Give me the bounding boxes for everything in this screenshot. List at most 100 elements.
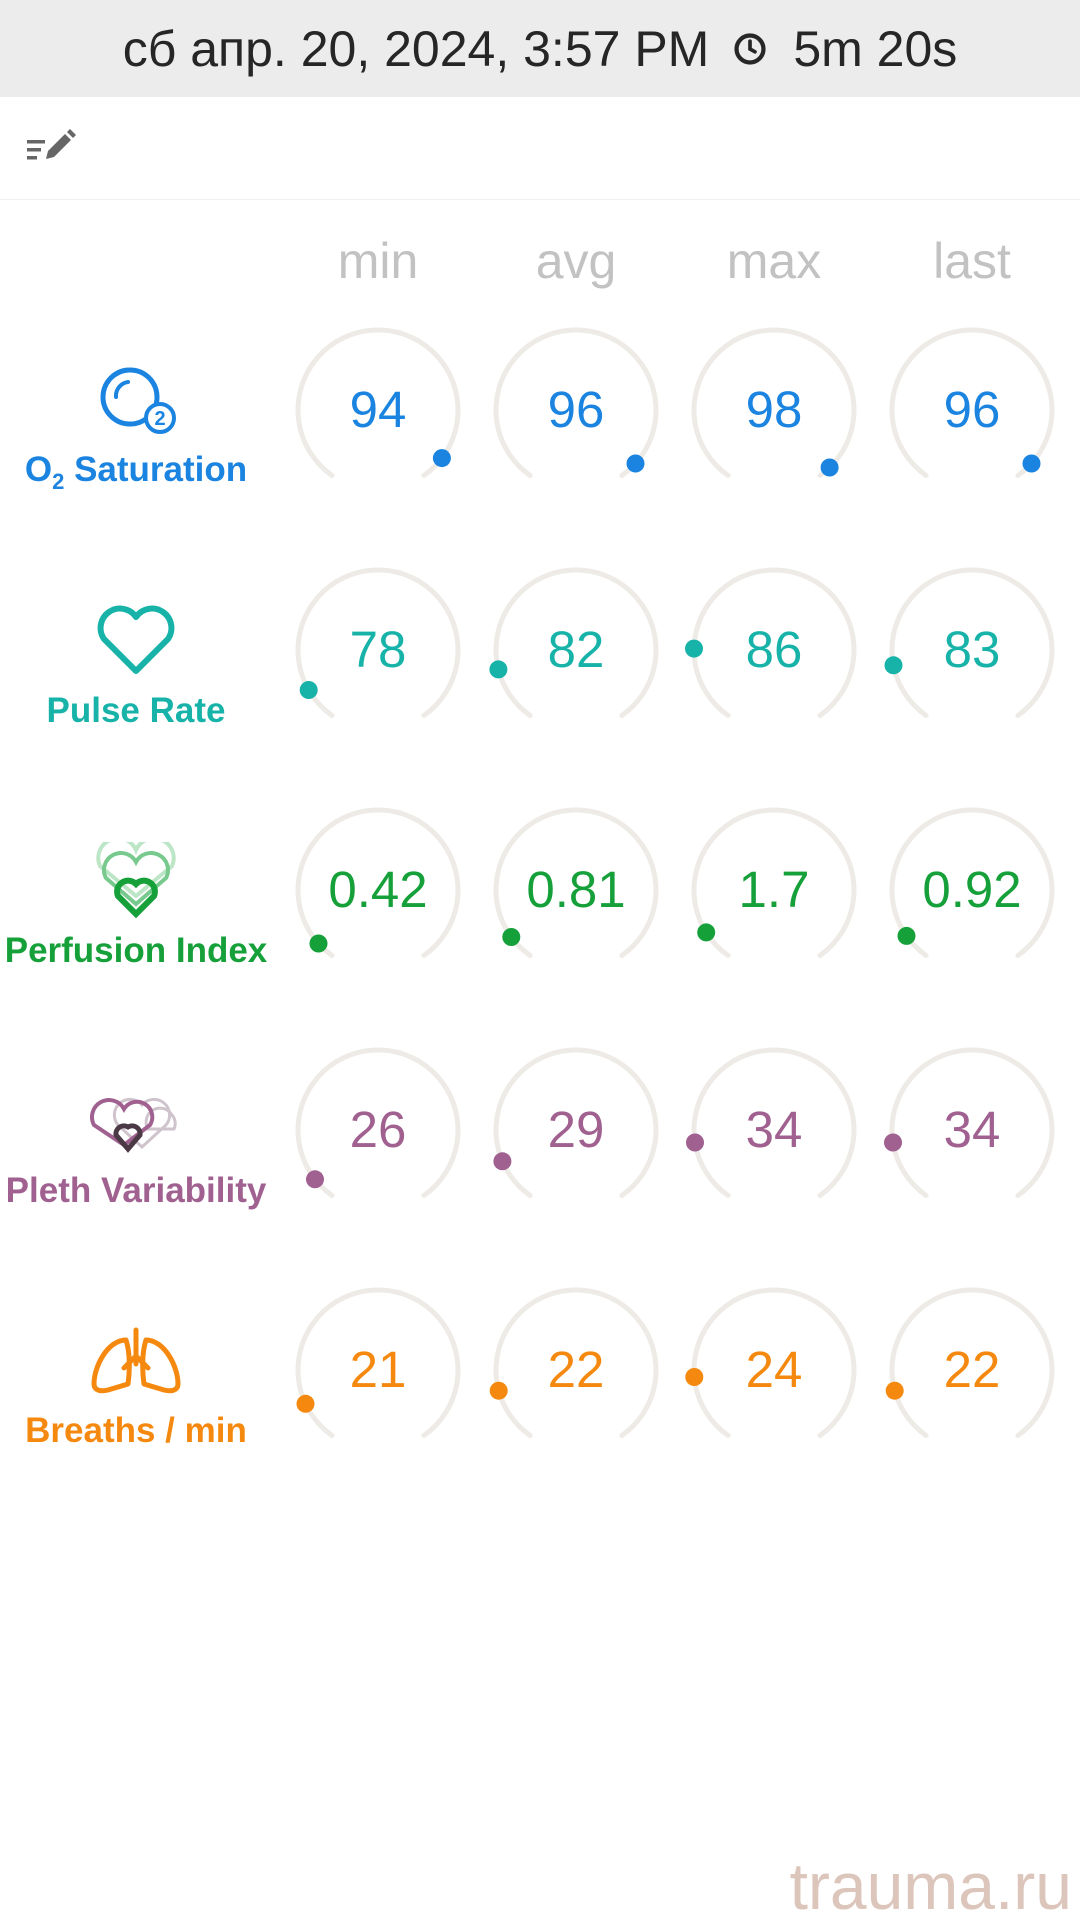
pulse-rate-label: Pulse Rate (46, 691, 226, 730)
clock-icon (734, 32, 766, 65)
perfusion-max-gauge: 1.7 (684, 802, 864, 962)
perfusion-avg-gauge: 0.81 (486, 802, 666, 962)
gauge-arc (489, 1287, 659, 1438)
perfusion-last-gauge: 0.92 (882, 802, 1062, 962)
gauge-arc (691, 807, 857, 958)
gauge-value: 96 (943, 381, 1001, 438)
gauge-arc (884, 1047, 1055, 1198)
gauge-indicator-dot (309, 934, 328, 953)
gauge-indicator-dot (626, 454, 645, 473)
gauge-indicator-dot (306, 1170, 324, 1189)
gauge-value: 82 (547, 621, 605, 678)
gauge-arc (295, 1287, 461, 1438)
gauge-indicator-dot (697, 923, 716, 942)
gauge-indicator-dot (884, 1133, 902, 1152)
perfusion-min-gauge: 0.42 (288, 802, 468, 962)
gauge-value: 22 (943, 1341, 1001, 1398)
gauge-value: 34 (745, 1101, 803, 1158)
gauge-value: 34 (943, 1101, 1001, 1158)
gauge-value: 94 (349, 381, 407, 438)
o2-avg-gauge: 96 (486, 322, 666, 482)
gauge-arc (295, 567, 461, 718)
o2-last-gauge: 96 (882, 322, 1062, 482)
gauge-arc (884, 567, 1055, 718)
gauge-indicator-dot (685, 1368, 704, 1386)
o2-saturation-label: O2 Saturation (24, 450, 248, 494)
gauge-value: 26 (349, 1101, 407, 1158)
gauge-arc (691, 327, 857, 478)
breaths-max-gauge: 24 (684, 1282, 864, 1442)
gauge-arc (686, 1047, 857, 1198)
gauge-indicator-dot (296, 1394, 315, 1413)
session-duration: 5m 20s (793, 20, 958, 77)
gauge-indicator-dot (897, 926, 916, 945)
gauge-indicator-dot (685, 639, 703, 658)
gauge-arc (493, 1047, 659, 1198)
gauge-value: 78 (349, 621, 407, 678)
pulse-min-gauge: 78 (288, 562, 468, 722)
gauge-indicator-dot (432, 449, 451, 468)
column-header-avg: avg (535, 233, 617, 289)
gauge-arc (685, 1287, 857, 1438)
lungs-icon (91, 1327, 181, 1394)
gauge-arc (685, 567, 857, 718)
edit-list-icon[interactable] (24, 127, 78, 169)
gauge-arc (295, 1047, 461, 1198)
session-datetime: сб апр. 20, 2024, 3:57 PM (122, 20, 710, 77)
watermark: trauma.ru (789, 1849, 1072, 1923)
gauge-indicator-dot (489, 660, 508, 679)
pleth-max-gauge: 34 (684, 1042, 864, 1202)
gauge-indicator-dot (1022, 454, 1041, 473)
gauge-arc (493, 807, 659, 958)
gauge-value: 96 (547, 381, 605, 438)
gauge-value: 29 (547, 1101, 605, 1158)
gauge-arc (889, 327, 1055, 478)
gauge-indicator-dot (502, 928, 521, 946)
svg-text:2: 2 (154, 408, 165, 430)
column-header-last: last (933, 233, 1011, 289)
gauge-value: 98 (745, 381, 803, 438)
pulse-max-gauge: 86 (684, 562, 864, 722)
gauge-value: 83 (943, 621, 1001, 678)
gauge-indicator-dot (820, 458, 839, 477)
pleth-avg-gauge: 29 (486, 1042, 666, 1202)
session-header: сб апр. 20, 2024, 3:57 PM 5m 20s (0, 0, 1080, 97)
gauge-indicator-dot (493, 1152, 512, 1171)
pulse-avg-gauge: 82 (486, 562, 666, 722)
o2-max-gauge: 98 (684, 322, 864, 482)
gauge-value: 24 (745, 1341, 803, 1398)
breaths-avg-gauge: 22 (486, 1282, 666, 1442)
gauge-indicator-dot (686, 1133, 704, 1152)
o2-min-gauge: 94 (288, 322, 468, 482)
gauge-value: 1.7 (738, 861, 810, 918)
pleth-hearts-icon (90, 1097, 177, 1153)
breaths-min-gauge: 21 (288, 1282, 468, 1442)
breaths-last-gauge: 22 (882, 1282, 1062, 1442)
gauge-value: 0.42 (328, 861, 428, 918)
pleth-last-gauge: 34 (882, 1042, 1062, 1202)
gauge-indicator-dot (299, 681, 318, 699)
gauge-arc (295, 327, 461, 478)
pleth-variability-label: Pleth Variability (5, 1171, 267, 1210)
breaths-per-min-label: Breaths / min (25, 1411, 247, 1450)
gauge-arc (885, 1287, 1055, 1438)
gauge-arc (489, 567, 659, 718)
gauge-arc (889, 807, 1055, 958)
gauge-value: 0.81 (526, 861, 626, 918)
gauge-value: 0.92 (922, 861, 1022, 918)
perfusion-index-label: Perfusion Index (4, 931, 268, 970)
gauge-value: 86 (745, 621, 803, 678)
perfusion-hearts-icon (96, 842, 176, 919)
pulse-last-gauge: 83 (882, 562, 1062, 722)
o2-bubble-icon: 2 (100, 367, 176, 434)
gauge-value: 21 (349, 1341, 407, 1398)
heart-icon (97, 605, 175, 674)
gauge-indicator-dot (884, 656, 903, 675)
toolbar (0, 97, 1080, 200)
gauge-value: 22 (547, 1341, 605, 1398)
column-header-max: max (726, 233, 822, 289)
gauge-arc (493, 327, 659, 478)
gauge-arc (295, 807, 461, 958)
column-header-min: min (337, 233, 419, 289)
gauge-indicator-dot (885, 1381, 904, 1400)
